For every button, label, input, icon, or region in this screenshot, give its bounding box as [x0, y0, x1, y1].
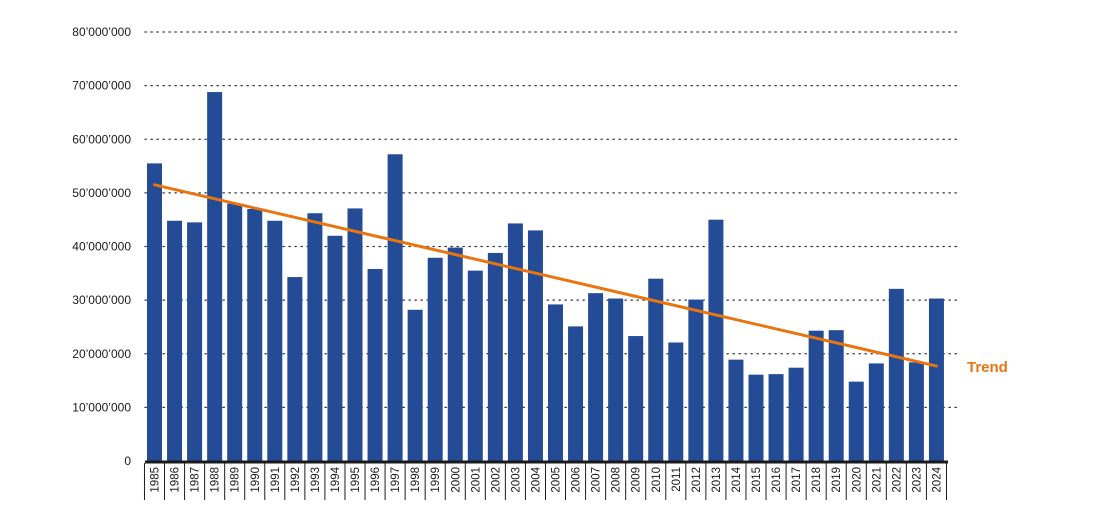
- y-tick-label: 10’000’000: [72, 400, 131, 414]
- bar-1991: [267, 220, 283, 461]
- x-tick-label: 1986: [170, 467, 182, 493]
- x-tick-label: 2015: [751, 467, 763, 493]
- bar-2013: [708, 219, 724, 461]
- bar-2011: [668, 342, 684, 461]
- x-tick-label: 2021: [871, 467, 883, 493]
- x-tick-label: 2016: [771, 467, 783, 493]
- x-axis-ticks: 1985 1986 1987 1988 1989 1990 1991 1992 1993 1994…: [143, 463, 947, 500]
- trend-line: [153, 183, 938, 368]
- bar-2016: [768, 374, 784, 461]
- bar-1990: [247, 208, 263, 461]
- x-tick-label: 2010: [651, 467, 663, 493]
- y-tick-label: 80’000’000: [72, 25, 131, 39]
- bar-2024: [928, 298, 944, 461]
- x-tick-label: 2020: [851, 467, 863, 493]
- bar-1992: [287, 277, 303, 461]
- x-tick-label: 1996: [370, 467, 382, 493]
- y-tick-label: 20’000’000: [72, 347, 131, 361]
- bar-2018: [808, 330, 824, 461]
- bar-2020: [848, 381, 864, 461]
- bar-2002: [487, 252, 503, 461]
- x-tick-label: 1990: [250, 467, 262, 493]
- x-tick-label: 1988: [210, 467, 222, 493]
- x-tick-label: 2009: [631, 467, 643, 493]
- y-tick-label: 30’000’000: [72, 293, 131, 307]
- bar-1986: [167, 220, 183, 461]
- x-tick-label: 1992: [290, 467, 302, 493]
- y-tick-label: 60’000’000: [72, 132, 131, 146]
- x-tick-label: 2003: [510, 467, 522, 493]
- bar-2015: [748, 374, 764, 461]
- bar-2004: [527, 230, 543, 461]
- y-tick-label: 0: [124, 454, 131, 468]
- x-tick-label: 2024: [931, 466, 943, 492]
- bar-1999: [427, 257, 443, 461]
- bar-1985: [147, 163, 162, 461]
- x-tick-label: 1989: [230, 467, 242, 493]
- y-axis-ticks: 0 10’000’000 20’000’000 30’000’000 40’000’00…: [72, 25, 131, 468]
- bar-1993: [307, 213, 323, 461]
- x-tick-label: 2013: [711, 467, 723, 493]
- x-tick-label: 2001: [470, 467, 482, 493]
- x-tick-label: 2018: [811, 467, 823, 493]
- x-tick-label: 2005: [551, 467, 563, 493]
- x-tick-label: 2022: [891, 467, 903, 493]
- trend-label: Trend: [967, 359, 1008, 376]
- x-tick-label: 2000: [450, 467, 462, 493]
- bar-1995: [347, 208, 363, 461]
- x-tick-label: 2008: [611, 467, 623, 493]
- bar-2014: [728, 359, 744, 461]
- x-tick-label: 2004: [530, 466, 542, 492]
- x-tick-label: 1985: [150, 467, 162, 493]
- x-tick-label: 1994: [330, 466, 342, 492]
- x-tick-label: 2023: [911, 467, 923, 493]
- bar-2008: [608, 298, 624, 461]
- bar-2003: [507, 223, 523, 461]
- x-tick-label: 2017: [791, 467, 803, 493]
- x-tick-label: 1998: [410, 467, 422, 493]
- bar-1988: [207, 92, 223, 461]
- x-tick-label: 1987: [190, 467, 202, 493]
- bar-2001: [467, 270, 483, 461]
- bar-2009: [628, 336, 644, 461]
- bar-2022: [888, 288, 904, 461]
- bar-1989: [227, 203, 243, 461]
- x-tick-label: 1993: [310, 467, 322, 493]
- bar-2010: [648, 278, 664, 461]
- bar-1998: [407, 309, 423, 461]
- x-tick-label: 2019: [831, 467, 843, 493]
- x-tick-label: 1999: [430, 467, 442, 493]
- bar-1987: [187, 222, 203, 461]
- bar-1997: [387, 154, 403, 461]
- x-tick-label: 1995: [350, 467, 362, 493]
- bar-2012: [688, 299, 704, 461]
- x-tick-label: 2014: [731, 466, 743, 492]
- bar-2000: [447, 247, 463, 461]
- x-tick-label: 2012: [691, 467, 703, 493]
- y-tick-label: 40’000’000: [72, 240, 131, 254]
- bar-1996: [367, 269, 383, 461]
- y-tick-label: 50’000’000: [72, 186, 131, 200]
- x-tick-label: 1997: [390, 467, 402, 493]
- x-tick-label: 2007: [591, 467, 603, 493]
- bar-2007: [588, 293, 604, 461]
- bar-1994: [327, 235, 343, 461]
- bar-2005: [548, 304, 563, 461]
- x-tick-label: 2011: [671, 467, 683, 492]
- bar-2006: [568, 326, 584, 461]
- x-tick-label: 2002: [490, 467, 502, 493]
- bar-2017: [788, 367, 804, 461]
- y-tick-label: 70’000’000: [72, 79, 131, 93]
- bar-2019: [828, 330, 844, 461]
- bar-2023: [908, 362, 924, 461]
- x-tick-label: 2006: [571, 467, 583, 493]
- x-tick-label: 1991: [270, 467, 282, 493]
- bars: [147, 92, 944, 461]
- bar-2021: [868, 363, 884, 461]
